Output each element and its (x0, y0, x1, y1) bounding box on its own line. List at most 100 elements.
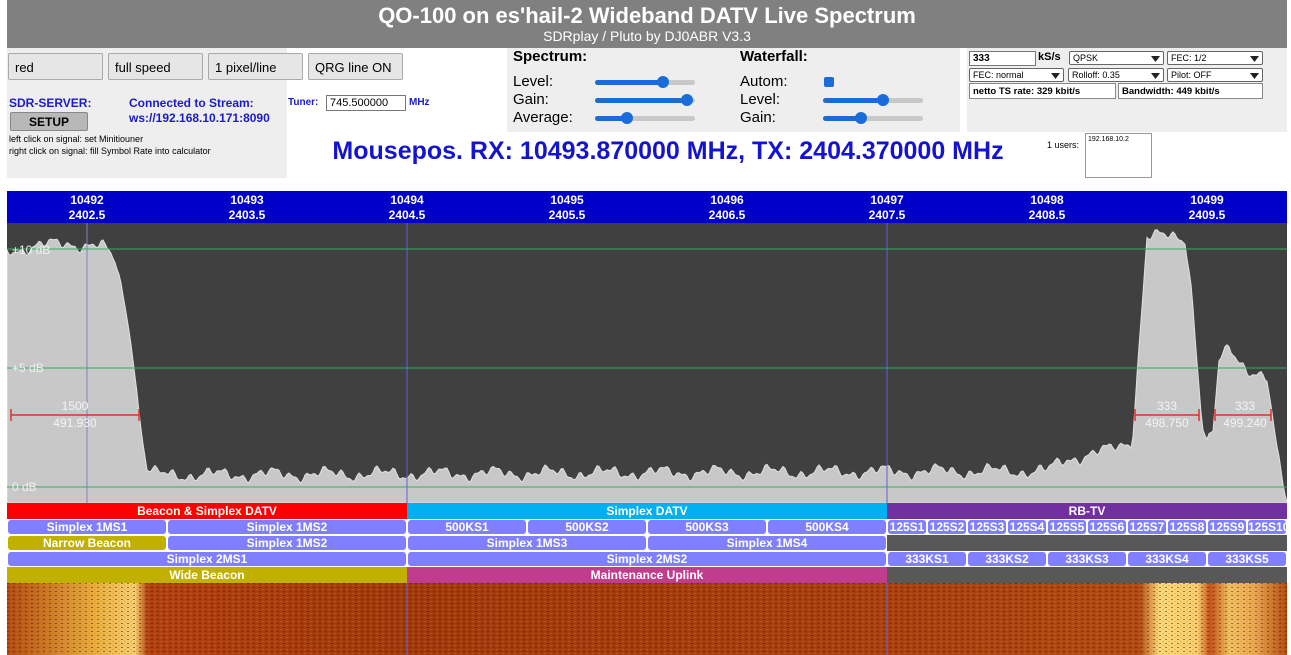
checkbox[interactable] (824, 77, 834, 87)
band-segment: Simplex 2MS1 (8, 552, 406, 566)
rx-frequency: 10495 (550, 193, 584, 207)
tuner-unit: MHz (409, 97, 430, 108)
dropdown-arrow (1151, 56, 1160, 62)
slider-fill (595, 98, 687, 103)
toggle-button[interactable]: red (8, 53, 103, 80)
dropdown-arrow (1051, 73, 1060, 79)
slider[interactable] (595, 116, 695, 121)
band-segment: RB-TV (887, 503, 1287, 519)
dropdown[interactable]: QPSK (1069, 51, 1164, 65)
band-segment: Simplex DATV (407, 503, 887, 519)
stream-label: Connected to Stream: (129, 96, 254, 110)
db-label: +5 dB (12, 361, 44, 375)
tx-frequency: 2406.5 (708, 208, 746, 222)
tx-frequency: 2409.5 (1188, 208, 1226, 222)
rx-frequency: 10494 (390, 193, 424, 207)
tx-frequency: 2403.5 (228, 208, 266, 222)
band-segment: 500KS4 (768, 520, 886, 534)
tx-frequency: 2408.5 (1028, 208, 1066, 222)
band-segment: Simplex 1MS3 (408, 536, 646, 550)
tuner-input[interactable]: 745.500000 (326, 95, 406, 111)
dropdown[interactable]: Rolloff: 0.35 (1068, 68, 1164, 82)
dropdown-arrow (1151, 73, 1160, 79)
section-title: Waterfall: (740, 48, 808, 65)
band-segment: 333KS2 (968, 552, 1046, 566)
rx-frequency: 10492 (70, 193, 104, 207)
band-segment: 333KS4 (1128, 552, 1206, 566)
band-segment: 333KS5 (1208, 552, 1286, 566)
band-segment: Simplex 2MS2 (408, 552, 886, 566)
slider-fill (595, 80, 663, 85)
dropdown[interactable]: FEC: normal (969, 68, 1064, 82)
dropdown-arrow (1250, 73, 1259, 79)
band-segment: 125S10 (1248, 520, 1286, 534)
band-segment: 125S6 (1088, 520, 1126, 534)
rx-frequency: 10497 (870, 193, 904, 207)
control-label: Gain: (740, 109, 776, 126)
band-segment: 125S9 (1208, 520, 1246, 534)
marker-width: 333 (1156, 399, 1178, 413)
rx-frequency: 10499 (1190, 193, 1224, 207)
band-segment: 333KS1 (888, 552, 966, 566)
band-segment: 125S8 (1168, 520, 1206, 534)
rx-frequency: 10496 (710, 193, 744, 207)
db-label: +10 dB (12, 243, 51, 257)
symbol-rate-input[interactable]: 333 (969, 51, 1036, 66)
band-segment: 500KS3 (648, 520, 766, 534)
control-label: Average: (513, 109, 573, 126)
slider-thumb (681, 94, 693, 106)
toggle-button[interactable]: QRG line ON (308, 53, 403, 80)
marker-width: 1500 (61, 399, 89, 413)
setup-button[interactable]: SETUP (10, 112, 88, 131)
tx-frequency: 2404.5 (388, 208, 426, 222)
band-segment: 125S4 (1008, 520, 1046, 534)
toggle-button[interactable]: full speed (108, 53, 203, 80)
slider-fill (823, 98, 883, 103)
slider-fill (595, 116, 627, 121)
band-segment: Beacon & Simplex DATV (7, 503, 407, 519)
tx-frequency: 2407.5 (868, 208, 906, 222)
band-gap (887, 567, 1287, 583)
band-segment: 500KS1 (408, 520, 526, 534)
tx-frequency: 2405.5 (548, 208, 586, 222)
band-segment: Simplex 1MS2 (168, 520, 406, 534)
dropdown[interactable]: FEC: 1/2 (1167, 51, 1263, 65)
band-segment: 333KS3 (1048, 552, 1126, 566)
slider-thumb (877, 94, 889, 106)
marker-frequency: 491.930 (53, 416, 97, 430)
control-label: Autom: (740, 73, 788, 90)
control-label: Gain: (513, 91, 549, 108)
band-segment: 125S3 (968, 520, 1006, 534)
slider-thumb (855, 112, 867, 124)
dropdown-arrow (1250, 56, 1259, 62)
slider-thumb (657, 76, 669, 88)
scale-bar (7, 191, 1287, 223)
server-label: SDR-SERVER: (9, 96, 92, 110)
toggle-button[interactable]: 1 pixel/line (208, 53, 303, 80)
mousepos: Mousepos. RX: 10493.870000 MHz, TX: 2404… (332, 137, 1004, 165)
users-list[interactable]: 192.168.10.2 (1085, 133, 1152, 178)
slider-fill (823, 116, 861, 121)
db-label: 0 dB (12, 480, 37, 494)
tx-frequency: 2402.5 (68, 208, 106, 222)
subtitle: SDRplay / Pluto by DJ0ABR V3.3 (543, 28, 751, 44)
marker-width: 333 (1234, 399, 1256, 413)
stream-url: ws://192.168.10.171:8090 (129, 111, 270, 125)
users-label: 1 users: (1047, 140, 1080, 150)
band-segment: Wide Beacon (7, 567, 407, 583)
dropdown[interactable]: Pilot: OFF (1167, 68, 1263, 82)
band-segment: Simplex 1MS1 (8, 520, 166, 534)
title: QO-100 on es'hail-2 Wideband DATV Live S… (378, 3, 916, 28)
marker-frequency: 498.750 (1145, 416, 1189, 430)
unit: kS/s (1038, 51, 1061, 63)
slider-thumb (621, 112, 633, 124)
hint: right click on signal: fill Symbol Rate … (9, 146, 211, 156)
result-box: netto TS rate: 329 kbit/s (969, 83, 1116, 99)
band-segment: 125S1 (888, 520, 926, 534)
spectrum-plot (7, 223, 1287, 503)
rx-frequency: 10493 (230, 193, 264, 207)
header-bar (7, 0, 1287, 48)
slider[interactable] (823, 116, 923, 121)
band-segment: 125S5 (1048, 520, 1086, 534)
